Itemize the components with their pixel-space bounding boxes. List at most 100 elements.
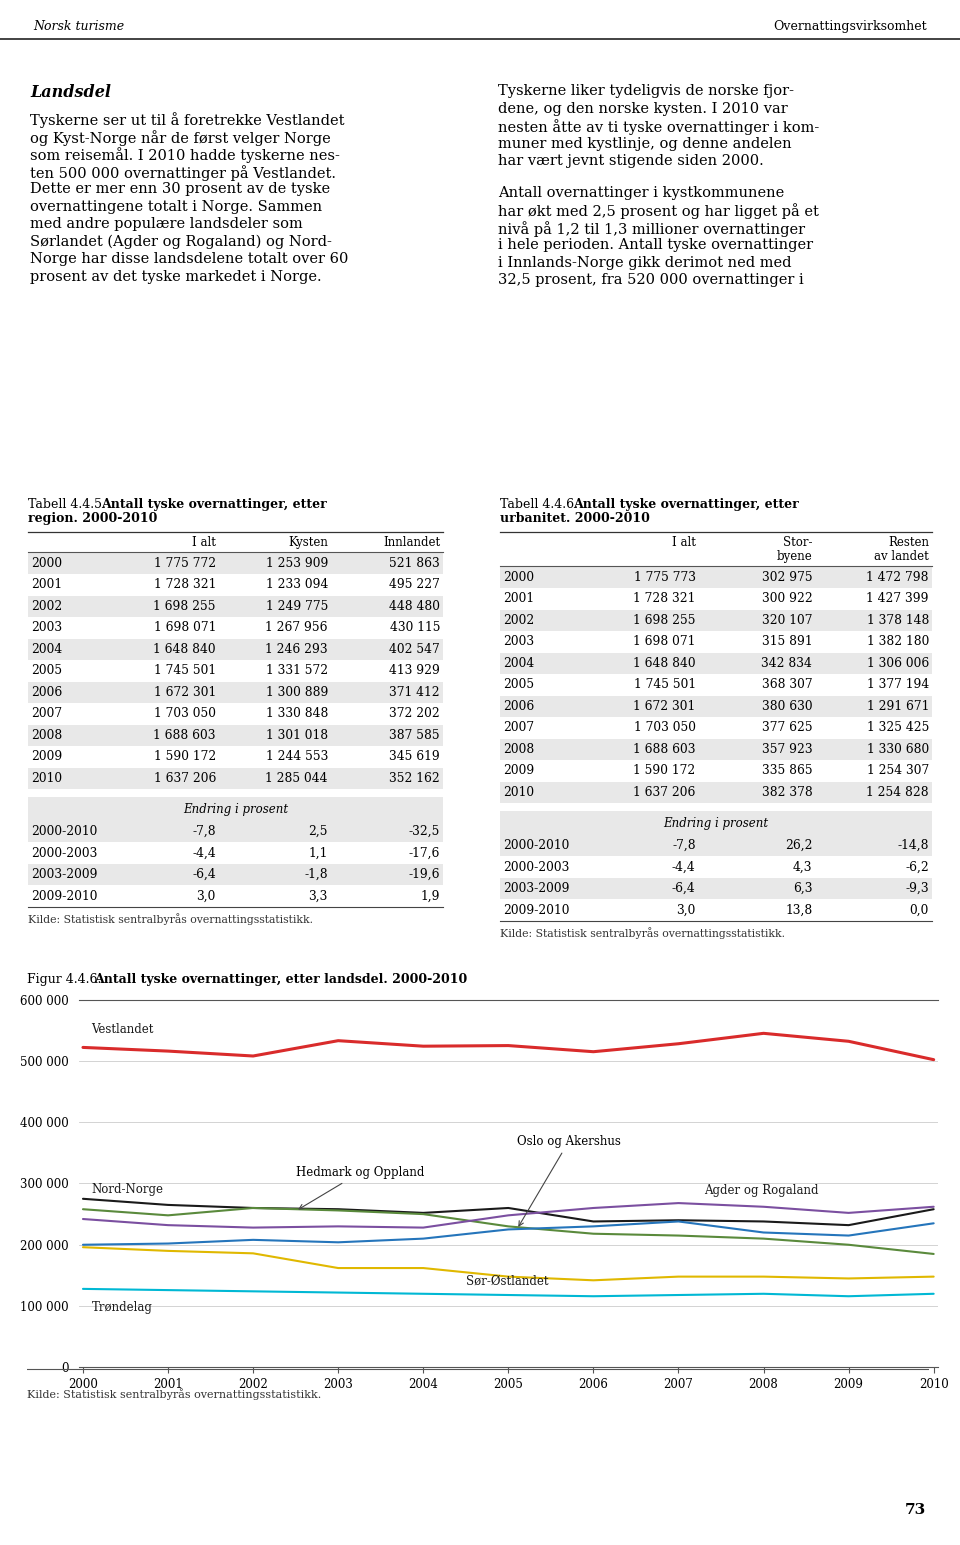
Text: 2002: 2002 bbox=[503, 613, 535, 627]
Text: som reisemål. I 2010 hadde tyskerne nes-: som reisemål. I 2010 hadde tyskerne nes- bbox=[30, 147, 340, 164]
Text: Antall overnattinger i kystkommunene: Antall overnattinger i kystkommunene bbox=[498, 185, 784, 199]
Text: Antall tyske overnattinger, etter: Antall tyske overnattinger, etter bbox=[573, 499, 799, 511]
Text: nivå på 1,2 til 1,3 millioner overnattinger: nivå på 1,2 til 1,3 millioner overnattin… bbox=[498, 221, 805, 236]
Text: -7,8: -7,8 bbox=[672, 839, 696, 853]
Text: Tabell 4.4.6.: Tabell 4.4.6. bbox=[500, 499, 582, 511]
Text: 371 412: 371 412 bbox=[390, 686, 440, 698]
Bar bbox=[500, 567, 932, 589]
Text: Tyskerne liker tydeligvis de norske fjor-: Tyskerne liker tydeligvis de norske fjor… bbox=[498, 83, 794, 97]
Text: urbanitet. 2000-2010: urbanitet. 2000-2010 bbox=[500, 513, 650, 525]
Text: -17,6: -17,6 bbox=[409, 847, 440, 859]
Text: 335 865: 335 865 bbox=[761, 765, 812, 777]
Text: 448 480: 448 480 bbox=[389, 599, 440, 613]
Text: Oslo og Akershus: Oslo og Akershus bbox=[516, 1136, 621, 1227]
Text: 1 378 148: 1 378 148 bbox=[867, 613, 929, 627]
Text: 2000-2003: 2000-2003 bbox=[503, 861, 569, 873]
Text: region. 2000-2010: region. 2000-2010 bbox=[28, 513, 157, 525]
Text: 3,0: 3,0 bbox=[677, 904, 696, 916]
Text: 430 115: 430 115 bbox=[390, 621, 440, 635]
Text: 1 330 848: 1 330 848 bbox=[266, 708, 328, 720]
Text: 1 331 572: 1 331 572 bbox=[266, 664, 328, 677]
Text: 1 648 840: 1 648 840 bbox=[154, 643, 216, 655]
Text: Vestlandet: Vestlandet bbox=[91, 1023, 154, 1037]
Text: 352 162: 352 162 bbox=[389, 772, 440, 785]
Text: 2002: 2002 bbox=[31, 599, 62, 613]
Text: ten 500 000 overnattinger på Vestlandet.: ten 500 000 overnattinger på Vestlandet. bbox=[30, 165, 336, 181]
Text: Norge har disse landsdelene totalt over 60: Norge har disse landsdelene totalt over … bbox=[30, 252, 348, 266]
Text: 2009-2010: 2009-2010 bbox=[31, 890, 98, 902]
Bar bbox=[28, 725, 443, 746]
Text: 2003-2009: 2003-2009 bbox=[503, 882, 569, 895]
Text: Kilde: Statistisk sentralbyrås overnattingsstatistikk.: Kilde: Statistisk sentralbyrås overnatti… bbox=[500, 927, 785, 939]
Text: Nord-Norge: Nord-Norge bbox=[91, 1183, 163, 1196]
Bar bbox=[500, 878, 932, 899]
Bar bbox=[500, 695, 932, 717]
Text: 1,9: 1,9 bbox=[420, 890, 440, 902]
Text: Sørlandet (Agder og Rogaland) og Nord-: Sørlandet (Agder og Rogaland) og Nord- bbox=[30, 235, 332, 249]
Text: 3,3: 3,3 bbox=[308, 890, 328, 902]
Bar bbox=[500, 782, 932, 803]
Text: 1 745 501: 1 745 501 bbox=[154, 664, 216, 677]
Text: 2000-2003: 2000-2003 bbox=[31, 847, 97, 859]
Text: 2003: 2003 bbox=[31, 621, 62, 635]
Text: Norsk turisme: Norsk turisme bbox=[34, 20, 125, 32]
Text: 2007: 2007 bbox=[31, 708, 62, 720]
Text: 345 619: 345 619 bbox=[389, 751, 440, 763]
Text: -14,8: -14,8 bbox=[898, 839, 929, 853]
Text: 1 698 255: 1 698 255 bbox=[634, 613, 696, 627]
Text: I alt: I alt bbox=[192, 536, 216, 550]
Text: 387 585: 387 585 bbox=[390, 729, 440, 742]
Text: -7,8: -7,8 bbox=[192, 825, 216, 837]
Text: 1 728 321: 1 728 321 bbox=[634, 592, 696, 606]
Text: 315 891: 315 891 bbox=[761, 635, 812, 649]
Text: -9,3: -9,3 bbox=[905, 882, 929, 895]
Text: 2009: 2009 bbox=[31, 751, 62, 763]
Text: Landsdel: Landsdel bbox=[30, 83, 111, 100]
Text: 1 698 071: 1 698 071 bbox=[634, 635, 696, 649]
Text: i Innlands-Norge gikk derimot ned med: i Innlands-Norge gikk derimot ned med bbox=[498, 256, 791, 270]
Text: 1 703 050: 1 703 050 bbox=[154, 708, 216, 720]
Text: -1,8: -1,8 bbox=[304, 868, 328, 881]
Bar bbox=[500, 811, 932, 834]
Bar bbox=[500, 610, 932, 630]
Text: 3,0: 3,0 bbox=[197, 890, 216, 902]
Text: 300 922: 300 922 bbox=[761, 592, 812, 606]
Text: 2000: 2000 bbox=[503, 570, 534, 584]
Text: 1 688 603: 1 688 603 bbox=[154, 729, 216, 742]
Text: Hedmark og Oppland: Hedmark og Oppland bbox=[296, 1166, 424, 1210]
Text: 2005: 2005 bbox=[503, 678, 534, 692]
Text: Endring i prosent: Endring i prosent bbox=[183, 802, 288, 816]
Text: 1 672 301: 1 672 301 bbox=[634, 700, 696, 712]
Text: 1 291 671: 1 291 671 bbox=[867, 700, 929, 712]
Text: Sør-Østlandet: Sør-Østlandet bbox=[466, 1275, 548, 1287]
Text: 382 378: 382 378 bbox=[761, 786, 812, 799]
Bar bbox=[500, 739, 932, 760]
Text: 1 472 798: 1 472 798 bbox=[867, 570, 929, 584]
Text: har økt med 2,5 prosent og har ligget på et: har økt med 2,5 prosent og har ligget på… bbox=[498, 204, 819, 219]
Text: 2,5: 2,5 bbox=[308, 825, 328, 837]
Text: 2004: 2004 bbox=[31, 643, 62, 655]
Text: 2010: 2010 bbox=[31, 772, 62, 785]
Text: av landet: av landet bbox=[875, 550, 929, 564]
Text: 73: 73 bbox=[905, 1503, 926, 1517]
Text: 302 975: 302 975 bbox=[761, 570, 812, 584]
Text: nesten åtte av ti tyske overnattinger i kom-: nesten åtte av ti tyske overnattinger i … bbox=[498, 119, 819, 134]
Text: Kilde: Statistisk sentralbyrås overnattingsstatistikk.: Kilde: Statistisk sentralbyrås overnatti… bbox=[27, 1387, 322, 1400]
Text: Resten: Resten bbox=[888, 536, 929, 550]
Text: 2003: 2003 bbox=[503, 635, 534, 649]
Text: 1 330 680: 1 330 680 bbox=[867, 743, 929, 756]
Text: overnattingene totalt i Norge. Sammen: overnattingene totalt i Norge. Sammen bbox=[30, 199, 323, 213]
Text: 1 267 956: 1 267 956 bbox=[266, 621, 328, 635]
Text: 1 249 775: 1 249 775 bbox=[266, 599, 328, 613]
Text: 1 246 293: 1 246 293 bbox=[265, 643, 328, 655]
Text: Figur 4.4.6.: Figur 4.4.6. bbox=[27, 973, 106, 986]
Text: byene: byene bbox=[777, 550, 812, 564]
Text: med andre populære landsdeler som: med andre populære landsdeler som bbox=[30, 218, 302, 232]
Bar bbox=[28, 797, 443, 820]
Text: 2003-2009: 2003-2009 bbox=[31, 868, 98, 881]
Text: 1 775 772: 1 775 772 bbox=[154, 556, 216, 570]
Text: Innlandet: Innlandet bbox=[383, 536, 440, 550]
Text: Kysten: Kysten bbox=[288, 536, 328, 550]
Text: 1 590 172: 1 590 172 bbox=[634, 765, 696, 777]
Text: 4,3: 4,3 bbox=[793, 861, 812, 873]
